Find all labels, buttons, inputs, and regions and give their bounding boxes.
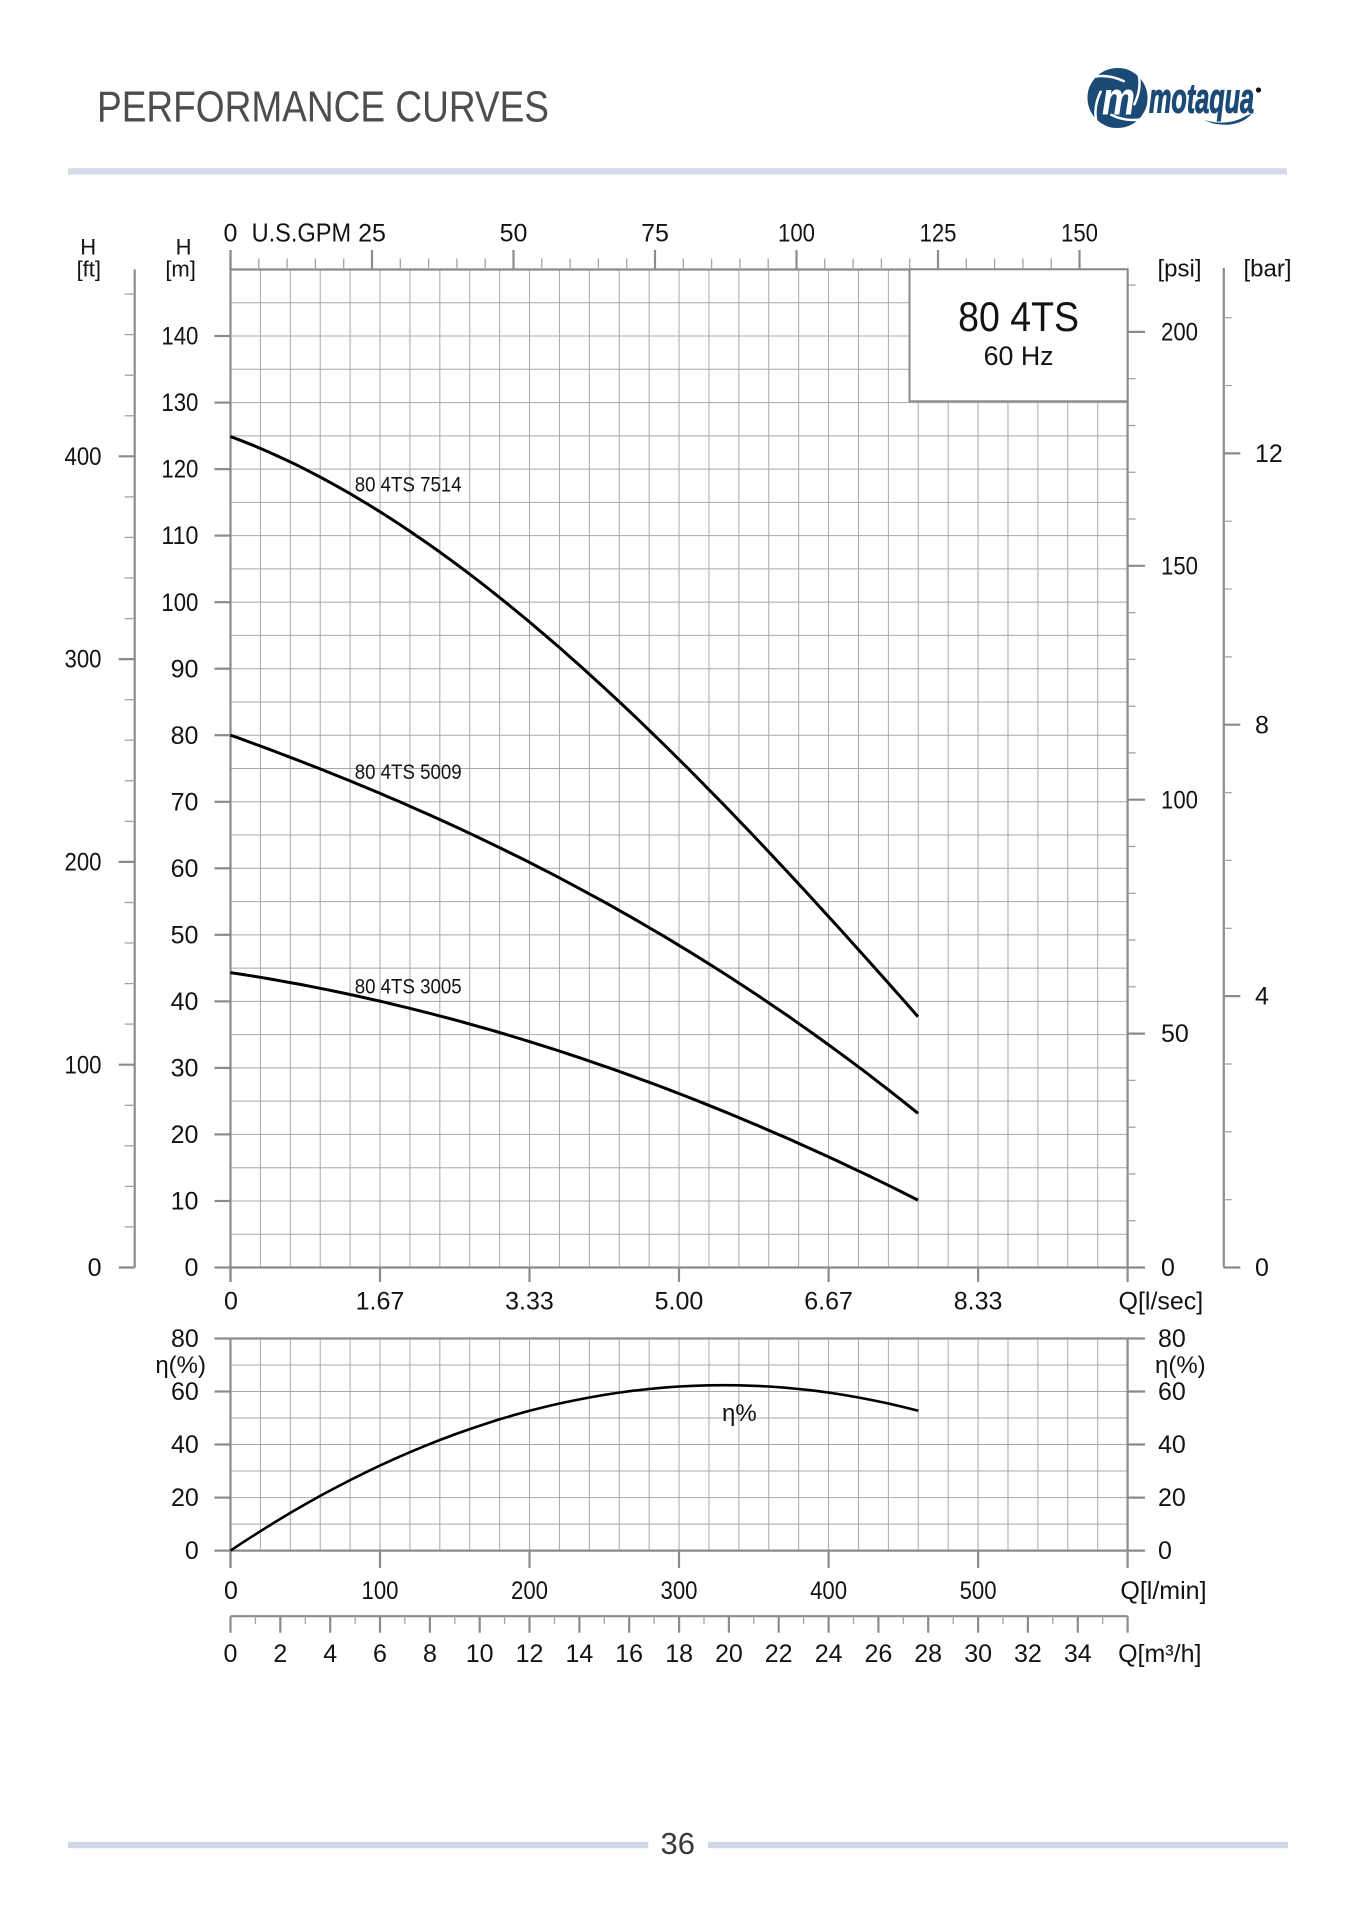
svg-text:20: 20 (171, 1484, 199, 1512)
svg-text:36: 36 (661, 1826, 695, 1861)
svg-text:m: m (1102, 73, 1135, 125)
svg-text:η%: η% (722, 1400, 757, 1427)
svg-text:70: 70 (171, 788, 199, 816)
svg-text:50: 50 (500, 220, 528, 248)
svg-text:η(%): η(%) (155, 1352, 206, 1379)
svg-text:26: 26 (864, 1640, 892, 1668)
svg-text:[m]: [m] (165, 257, 196, 282)
svg-text:100: 100 (1161, 786, 1198, 814)
svg-text:20: 20 (171, 1121, 199, 1149)
svg-text:80: 80 (171, 722, 199, 750)
svg-text:32: 32 (1014, 1640, 1042, 1668)
svg-text:400: 400 (810, 1577, 847, 1605)
svg-text:34: 34 (1064, 1640, 1092, 1668)
svg-text:Q[m³/h]: Q[m³/h] (1118, 1640, 1201, 1668)
svg-text:[bar]: [bar] (1243, 256, 1291, 283)
svg-text:12: 12 (516, 1640, 544, 1668)
svg-text:PERFORMANCE CURVES: PERFORMANCE CURVES (97, 83, 549, 132)
svg-text:300: 300 (65, 646, 102, 674)
svg-text:100: 100 (362, 1577, 399, 1605)
svg-text:12: 12 (1255, 440, 1283, 468)
svg-text:40: 40 (1158, 1431, 1186, 1459)
svg-text:300: 300 (661, 1577, 698, 1605)
svg-text:25: 25 (358, 220, 386, 248)
svg-text:0: 0 (1161, 1254, 1175, 1282)
svg-text:14: 14 (565, 1640, 593, 1668)
svg-text:100: 100 (778, 220, 815, 248)
svg-text:60: 60 (1158, 1378, 1186, 1406)
svg-text:500: 500 (960, 1577, 997, 1605)
svg-text:Q[l/sec]: Q[l/sec] (1119, 1288, 1204, 1316)
svg-text:40: 40 (171, 988, 199, 1016)
svg-text:0: 0 (185, 1537, 199, 1565)
svg-text:110: 110 (161, 522, 198, 550)
svg-text:3.33: 3.33 (505, 1288, 554, 1316)
svg-text:60 Hz: 60 Hz (984, 341, 1054, 371)
svg-text:0: 0 (1158, 1537, 1172, 1565)
svg-text:150: 150 (1061, 220, 1098, 248)
svg-text:H: H (80, 235, 96, 260)
svg-text:1.67: 1.67 (356, 1288, 405, 1316)
svg-text:22: 22 (765, 1640, 793, 1668)
svg-text:125: 125 (920, 220, 957, 248)
svg-text:4: 4 (1255, 983, 1269, 1011)
svg-text:10: 10 (466, 1640, 494, 1668)
svg-text:50: 50 (1161, 1020, 1189, 1048)
svg-text:0: 0 (224, 1288, 238, 1316)
svg-text:60: 60 (171, 855, 199, 883)
svg-text:[psi]: [psi] (1157, 256, 1201, 283)
svg-text:η(%): η(%) (1155, 1352, 1206, 1379)
svg-text:30: 30 (171, 1055, 199, 1083)
svg-text:18: 18 (665, 1640, 693, 1668)
svg-text:H: H (176, 235, 192, 260)
svg-text:80 4TS 5009: 80 4TS 5009 (355, 761, 462, 784)
svg-text:24: 24 (815, 1640, 843, 1668)
svg-text:0: 0 (224, 1577, 238, 1605)
svg-text:0: 0 (184, 1254, 198, 1282)
svg-text:90: 90 (171, 655, 199, 683)
svg-text:8: 8 (423, 1640, 437, 1668)
svg-text:200: 200 (511, 1577, 548, 1605)
svg-text:0: 0 (1255, 1254, 1269, 1282)
svg-text:8: 8 (1255, 711, 1269, 739)
svg-text:75: 75 (641, 220, 669, 248)
svg-text:motaqua: motaqua (1149, 75, 1254, 122)
svg-text:0: 0 (224, 1640, 238, 1668)
svg-text:28: 28 (914, 1640, 942, 1668)
svg-text:20: 20 (715, 1640, 743, 1668)
svg-text:2: 2 (273, 1640, 287, 1668)
svg-text:40: 40 (171, 1431, 199, 1459)
svg-text:140: 140 (161, 323, 198, 351)
svg-text:80 4TS 3005: 80 4TS 3005 (355, 976, 462, 999)
svg-text:5.00: 5.00 (655, 1288, 704, 1316)
svg-text:0: 0 (224, 220, 238, 248)
svg-text:4: 4 (323, 1640, 337, 1668)
svg-text:30: 30 (964, 1640, 992, 1668)
svg-text:80: 80 (1158, 1325, 1186, 1353)
svg-text:80 4TS 7514: 80 4TS 7514 (355, 473, 462, 496)
svg-text:Q[l/min]: Q[l/min] (1120, 1577, 1206, 1605)
svg-text:U.S.GPM: U.S.GPM (252, 218, 352, 248)
svg-text:10: 10 (171, 1188, 199, 1216)
svg-text:0: 0 (88, 1254, 102, 1282)
svg-text:16: 16 (615, 1640, 643, 1668)
svg-text:120: 120 (161, 456, 198, 484)
svg-text:80: 80 (171, 1325, 199, 1353)
svg-text:100: 100 (161, 589, 198, 617)
svg-text:200: 200 (65, 849, 102, 877)
svg-text:20: 20 (1158, 1484, 1186, 1512)
svg-text:6: 6 (373, 1640, 387, 1668)
svg-text:200: 200 (1161, 319, 1198, 347)
svg-text:80 4TS: 80 4TS (958, 293, 1079, 340)
svg-text:400: 400 (65, 443, 102, 471)
svg-text:130: 130 (161, 389, 198, 417)
svg-text:60: 60 (171, 1378, 199, 1406)
svg-text:[ft]: [ft] (77, 257, 101, 282)
svg-text:6.67: 6.67 (804, 1288, 853, 1316)
svg-text:8.33: 8.33 (954, 1288, 1003, 1316)
svg-text:50: 50 (171, 921, 199, 949)
svg-text:150: 150 (1161, 552, 1198, 580)
svg-text:100: 100 (65, 1051, 102, 1079)
